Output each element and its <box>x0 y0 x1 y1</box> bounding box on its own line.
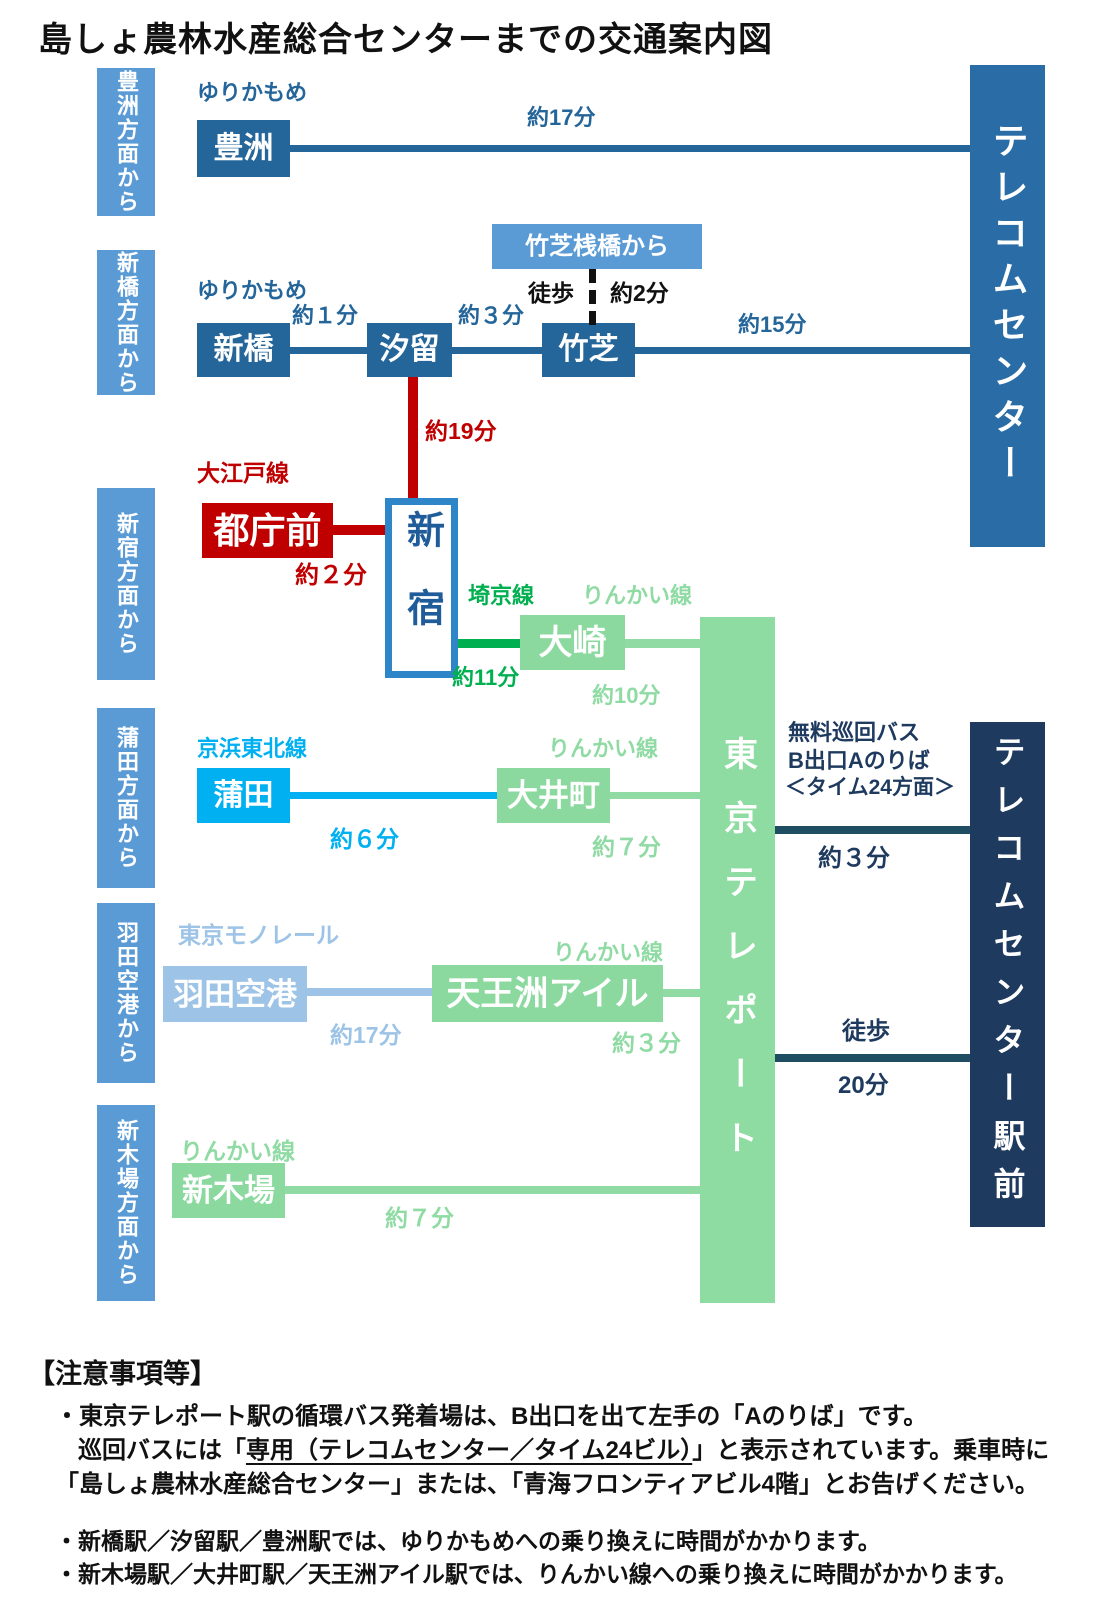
line-label-rinkai-shinkiba: りんかい線 <box>180 1138 295 1164</box>
duration-osaki-teleport: 約10分 <box>592 683 661 708</box>
line-oimachi-teleport <box>610 792 700 799</box>
hub-telecom-center-station: テレコムセンター駅前 <box>970 722 1045 1227</box>
note-bus-sign-pre: 巡回バスには「 <box>78 1437 246 1464</box>
station-shinjuku: 新宿 <box>385 498 458 678</box>
page-title: 島しょ農林水産総合センターまでの交通案内図 <box>38 21 773 59</box>
note-bus-sign-post: 」と表示されています。乗車時に <box>692 1437 1050 1464</box>
origin-haneda: 羽田空港から <box>97 903 155 1083</box>
duration-bus: 約３分 <box>818 845 890 872</box>
line-teleport-telecom-bus <box>775 826 970 834</box>
line-label-rinkai-tennozu: りんかい線 <box>553 940 664 965</box>
line-toyosu-telecom <box>290 145 970 152</box>
hub-tokyo-teleport: 東京テレポート <box>700 617 775 1303</box>
walk-duration-pier: 約2分 <box>610 280 669 306</box>
duration-shiodome-takeshiba: 約３分 <box>458 303 525 328</box>
bus-label-line3: ＜タイム24方面＞ <box>785 776 955 799</box>
station-tochomae: 都庁前 <box>202 503 333 558</box>
line-tochomae-shinjuku <box>333 525 385 535</box>
line-label-rinkai-osaki: りんかい線 <box>582 583 693 608</box>
station-kamata: 蒲田 <box>197 768 290 823</box>
line-shinkiba-teleport <box>285 1186 700 1194</box>
line-shiodome-shinjuku <box>408 377 418 498</box>
duration-shinkiba-teleport: 約７分 <box>385 1205 454 1231</box>
origin-shinjuku: 新宿方面から <box>97 488 155 680</box>
station-osaki: 大崎 <box>520 615 625 670</box>
bus-label-line2: B出口Aのりば <box>788 748 930 773</box>
walk-label-pier: 徒歩 <box>528 280 574 306</box>
station-haneda-airport: 羽田空港 <box>163 966 307 1022</box>
note-tell-driver: 「島しょ農林水産総合センター」または、「青海フロンティアビル4階」とお告げくださ… <box>55 1471 1039 1498</box>
origin-shinkiba: 新木場方面から <box>97 1105 155 1301</box>
duration-oimachi-teleport: 約７分 <box>592 834 661 860</box>
duration-takeshiba-telecom: 約15分 <box>738 312 807 337</box>
line-kamata-oimachi <box>290 792 497 799</box>
line-shiodome-takeshiba <box>452 347 542 354</box>
line-label-yurikamome-toyosu: ゆりかもめ <box>197 80 308 105</box>
note-bus-sign-underlined: 専用（テレコムセンター／タイム24ビル） <box>246 1437 693 1464</box>
note-bus-sign: 巡回バスには「専用（テレコムセンター／タイム24ビル）」と表示されています。乗車… <box>78 1430 1049 1465</box>
line-label-yurikamome-shimbashi: ゆりかもめ <box>197 278 308 303</box>
line-shinjuku-osaki <box>458 639 520 648</box>
walk-label-teleport: 徒歩 <box>842 1018 890 1045</box>
note-yurikamome-transfer: ・新橋駅／汐留駅／豊洲駅では、ゆりかもめへの乗り換えに時間がかかります。 <box>55 1528 881 1554</box>
duration-haneda-tennozu: 約17分 <box>330 1022 402 1048</box>
line-shimbashi-shiodome <box>290 347 367 354</box>
line-takeshiba-telecom <box>635 347 970 354</box>
duration-shimbashi-shiodome: 約１分 <box>292 303 359 328</box>
duration-tennozu-teleport: 約３分 <box>612 1030 681 1056</box>
station-oimachi: 大井町 <box>497 768 610 823</box>
station-toyosu: 豊洲 <box>197 120 290 177</box>
line-osaki-teleport <box>625 639 700 648</box>
line-label-rinkai-oimachi: りんかい線 <box>548 736 659 761</box>
walk-dashed-line <box>589 269 596 325</box>
duration-shiodome-shinjuku: 約19分 <box>425 418 497 444</box>
line-label-oedo: 大江戸線 <box>197 460 289 486</box>
station-shimbashi: 新橋 <box>197 323 290 377</box>
line-teleport-telecom-walk <box>775 1054 970 1062</box>
duration-kamata-oimachi: 約６分 <box>330 826 399 852</box>
line-label-saikyo: 埼京線 <box>468 583 535 608</box>
notes-heading: 【注意事項等】 <box>28 1359 217 1389</box>
duration-shinjuku-osaki: 約11分 <box>452 665 520 690</box>
station-shinkiba: 新木場 <box>172 1163 285 1218</box>
station-takeshiba: 竹芝 <box>542 323 635 377</box>
note-rinkai-transfer: ・新木場駅／大井町駅／天王洲アイル駅では、りんかい線への乗り換えに時間がかかりま… <box>55 1561 1018 1587</box>
line-haneda-tennozu <box>307 988 432 996</box>
bus-label-line1: 無料巡回バス <box>788 720 921 745</box>
hub-telecom-center: テレコムセンター <box>970 65 1045 547</box>
duration-walk: 20分 <box>838 1072 889 1099</box>
duration-tochomae-shinjuku: 約２分 <box>295 562 367 589</box>
label-takeshiba-pier: 竹芝桟橋から <box>492 224 702 269</box>
line-label-keihin-tohoku: 京浜東北線 <box>197 736 308 761</box>
line-label-monorail: 東京モノレール <box>178 922 339 948</box>
duration-toyosu-telecom: 約17分 <box>527 105 596 130</box>
note-bus-stop: ・東京テレポート駅の循環バス発着場は、B出口を出て左手の「Aのりば」です。 <box>55 1403 928 1430</box>
line-tennozu-teleport <box>663 989 700 997</box>
origin-shimbashi: 新橋方面から <box>97 250 155 395</box>
origin-kamata: 蒲田方面から <box>97 708 155 888</box>
origin-toyosu: 豊洲方面から <box>97 68 155 216</box>
station-tennozu-isle: 天王洲アイル <box>432 965 663 1022</box>
station-shiodome: 汐留 <box>367 323 452 377</box>
